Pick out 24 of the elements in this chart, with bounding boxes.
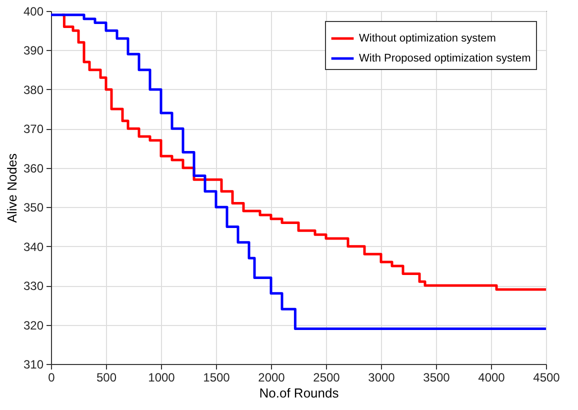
x-tick-label: 3000 xyxy=(368,370,396,384)
x-tick-label: 2500 xyxy=(313,370,340,384)
y-tick-label: 360 xyxy=(23,161,44,176)
x-tick-label: 4500 xyxy=(533,370,560,384)
y-tick-label: 320 xyxy=(23,318,44,332)
x-axis-title: No.of Rounds xyxy=(259,386,340,400)
y-tick-label: 310 xyxy=(23,358,44,372)
y-tick-label: 330 xyxy=(23,279,44,294)
x-tick-label: 2000 xyxy=(258,370,286,384)
x-tick-label: 0 xyxy=(48,370,56,384)
y-tick-label: 370 xyxy=(23,122,44,136)
y-tick-label: 400 xyxy=(23,4,44,18)
legend-label: With Proposed optimization system xyxy=(359,52,531,64)
legend-label: Without optimization system xyxy=(359,32,496,44)
y-tick-label: 380 xyxy=(23,82,44,97)
y-tick-label: 350 xyxy=(23,200,44,215)
y-tick-label: 390 xyxy=(23,44,44,58)
x-tick-label: 3500 xyxy=(423,370,450,384)
y-axis-title: Alive Nodes xyxy=(4,152,20,223)
x-tick-label: 4000 xyxy=(478,370,506,384)
x-tick-label: 500 xyxy=(96,370,117,384)
x-tick-label: 1000 xyxy=(148,370,176,384)
x-tick-label: 1500 xyxy=(203,370,230,384)
y-tick-label: 340 xyxy=(23,240,44,254)
